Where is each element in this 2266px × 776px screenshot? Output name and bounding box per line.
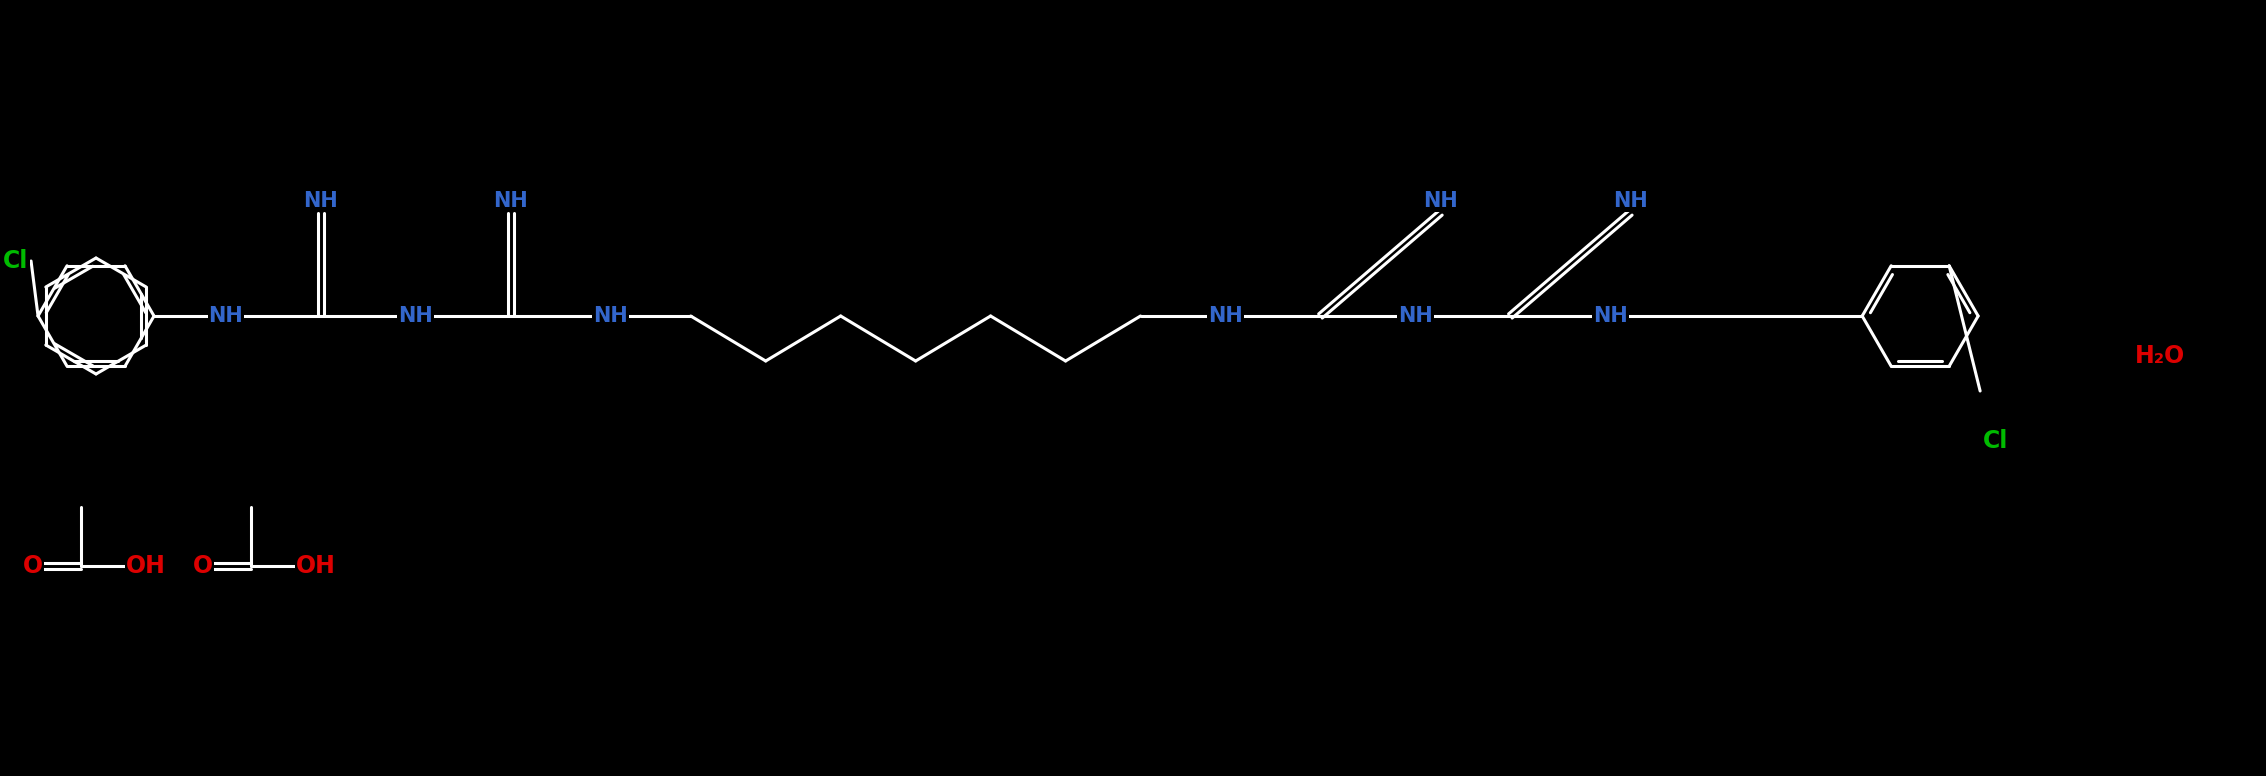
Text: NH: NH bbox=[1593, 306, 1627, 326]
Text: H₂O: H₂O bbox=[2135, 344, 2184, 368]
Text: NH: NH bbox=[594, 306, 628, 326]
Text: NH: NH bbox=[304, 191, 338, 211]
Text: OH: OH bbox=[297, 554, 335, 578]
Text: NH: NH bbox=[399, 306, 433, 326]
Text: Cl: Cl bbox=[2, 249, 29, 273]
Text: NH: NH bbox=[208, 306, 242, 326]
Text: NH: NH bbox=[1208, 306, 1242, 326]
Text: NH: NH bbox=[1423, 191, 1457, 211]
Text: OH: OH bbox=[127, 554, 165, 578]
Text: NH: NH bbox=[1398, 306, 1432, 326]
Text: Cl: Cl bbox=[1983, 429, 2008, 453]
Text: NH: NH bbox=[1613, 191, 1647, 211]
Text: O: O bbox=[193, 554, 213, 578]
Text: O: O bbox=[23, 554, 43, 578]
Text: NH: NH bbox=[494, 191, 528, 211]
